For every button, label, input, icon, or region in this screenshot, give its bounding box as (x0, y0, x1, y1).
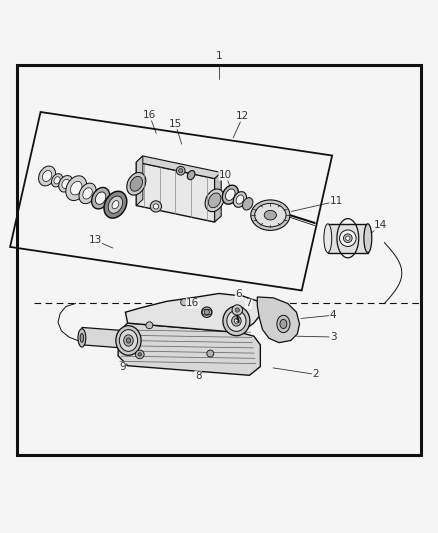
Ellipse shape (79, 183, 96, 204)
Ellipse shape (51, 174, 63, 187)
Ellipse shape (59, 175, 73, 192)
Ellipse shape (236, 195, 244, 204)
Ellipse shape (126, 338, 131, 343)
Text: 15: 15 (169, 119, 182, 129)
Ellipse shape (364, 224, 372, 253)
Ellipse shape (222, 185, 238, 204)
Text: 13: 13 (88, 236, 102, 245)
Ellipse shape (116, 326, 141, 356)
Circle shape (179, 168, 183, 173)
Ellipse shape (227, 310, 246, 332)
Ellipse shape (205, 189, 224, 212)
Circle shape (207, 350, 214, 357)
Ellipse shape (78, 329, 86, 347)
Ellipse shape (54, 176, 60, 184)
Ellipse shape (104, 191, 127, 218)
Text: 16: 16 (143, 110, 156, 120)
Polygon shape (125, 294, 262, 333)
Circle shape (181, 298, 187, 305)
Polygon shape (136, 156, 143, 206)
Ellipse shape (124, 335, 133, 346)
Ellipse shape (83, 188, 92, 199)
Circle shape (153, 204, 159, 209)
Ellipse shape (346, 236, 350, 240)
Ellipse shape (62, 179, 70, 188)
Ellipse shape (264, 211, 276, 220)
Text: 16: 16 (186, 298, 200, 309)
Ellipse shape (71, 181, 82, 195)
Text: 4: 4 (330, 310, 336, 320)
Polygon shape (328, 224, 368, 253)
Text: 1: 1 (215, 51, 223, 61)
Ellipse shape (232, 316, 241, 326)
Ellipse shape (39, 166, 56, 186)
Ellipse shape (339, 230, 356, 246)
Ellipse shape (280, 319, 287, 328)
Polygon shape (215, 173, 221, 222)
Text: 9: 9 (119, 362, 126, 373)
Text: 2: 2 (312, 369, 319, 379)
Ellipse shape (66, 176, 87, 200)
Circle shape (232, 305, 243, 315)
Ellipse shape (251, 200, 290, 230)
Ellipse shape (130, 176, 142, 191)
Circle shape (235, 308, 240, 312)
Circle shape (135, 350, 144, 359)
Ellipse shape (243, 198, 253, 210)
Text: 11: 11 (330, 196, 343, 206)
Text: 12: 12 (237, 111, 250, 122)
Text: 8: 8 (195, 371, 201, 381)
Circle shape (201, 307, 212, 318)
Text: 10: 10 (219, 170, 232, 180)
Ellipse shape (277, 315, 290, 333)
Polygon shape (257, 297, 300, 343)
Text: 14: 14 (374, 220, 387, 230)
Ellipse shape (234, 319, 239, 324)
Ellipse shape (208, 193, 221, 208)
Ellipse shape (92, 188, 110, 209)
Ellipse shape (112, 200, 119, 209)
Ellipse shape (226, 189, 235, 200)
Polygon shape (136, 156, 221, 179)
Circle shape (204, 310, 209, 315)
Ellipse shape (95, 192, 106, 204)
Circle shape (150, 201, 162, 212)
Polygon shape (118, 323, 260, 375)
Ellipse shape (324, 224, 332, 253)
Ellipse shape (108, 196, 123, 213)
Ellipse shape (233, 192, 247, 207)
Ellipse shape (254, 204, 286, 227)
Bar (17, 65, 421, 455)
Ellipse shape (42, 171, 52, 181)
Ellipse shape (127, 173, 146, 195)
Text: 6: 6 (235, 289, 242, 300)
Ellipse shape (80, 334, 84, 342)
Polygon shape (82, 327, 127, 349)
Ellipse shape (223, 306, 250, 336)
Circle shape (138, 353, 141, 356)
Circle shape (146, 322, 153, 329)
Circle shape (177, 166, 185, 175)
Ellipse shape (343, 234, 352, 243)
Text: 3: 3 (330, 332, 336, 342)
Ellipse shape (119, 329, 138, 351)
Text: 7: 7 (245, 298, 252, 309)
Ellipse shape (187, 171, 195, 180)
Polygon shape (136, 162, 215, 222)
